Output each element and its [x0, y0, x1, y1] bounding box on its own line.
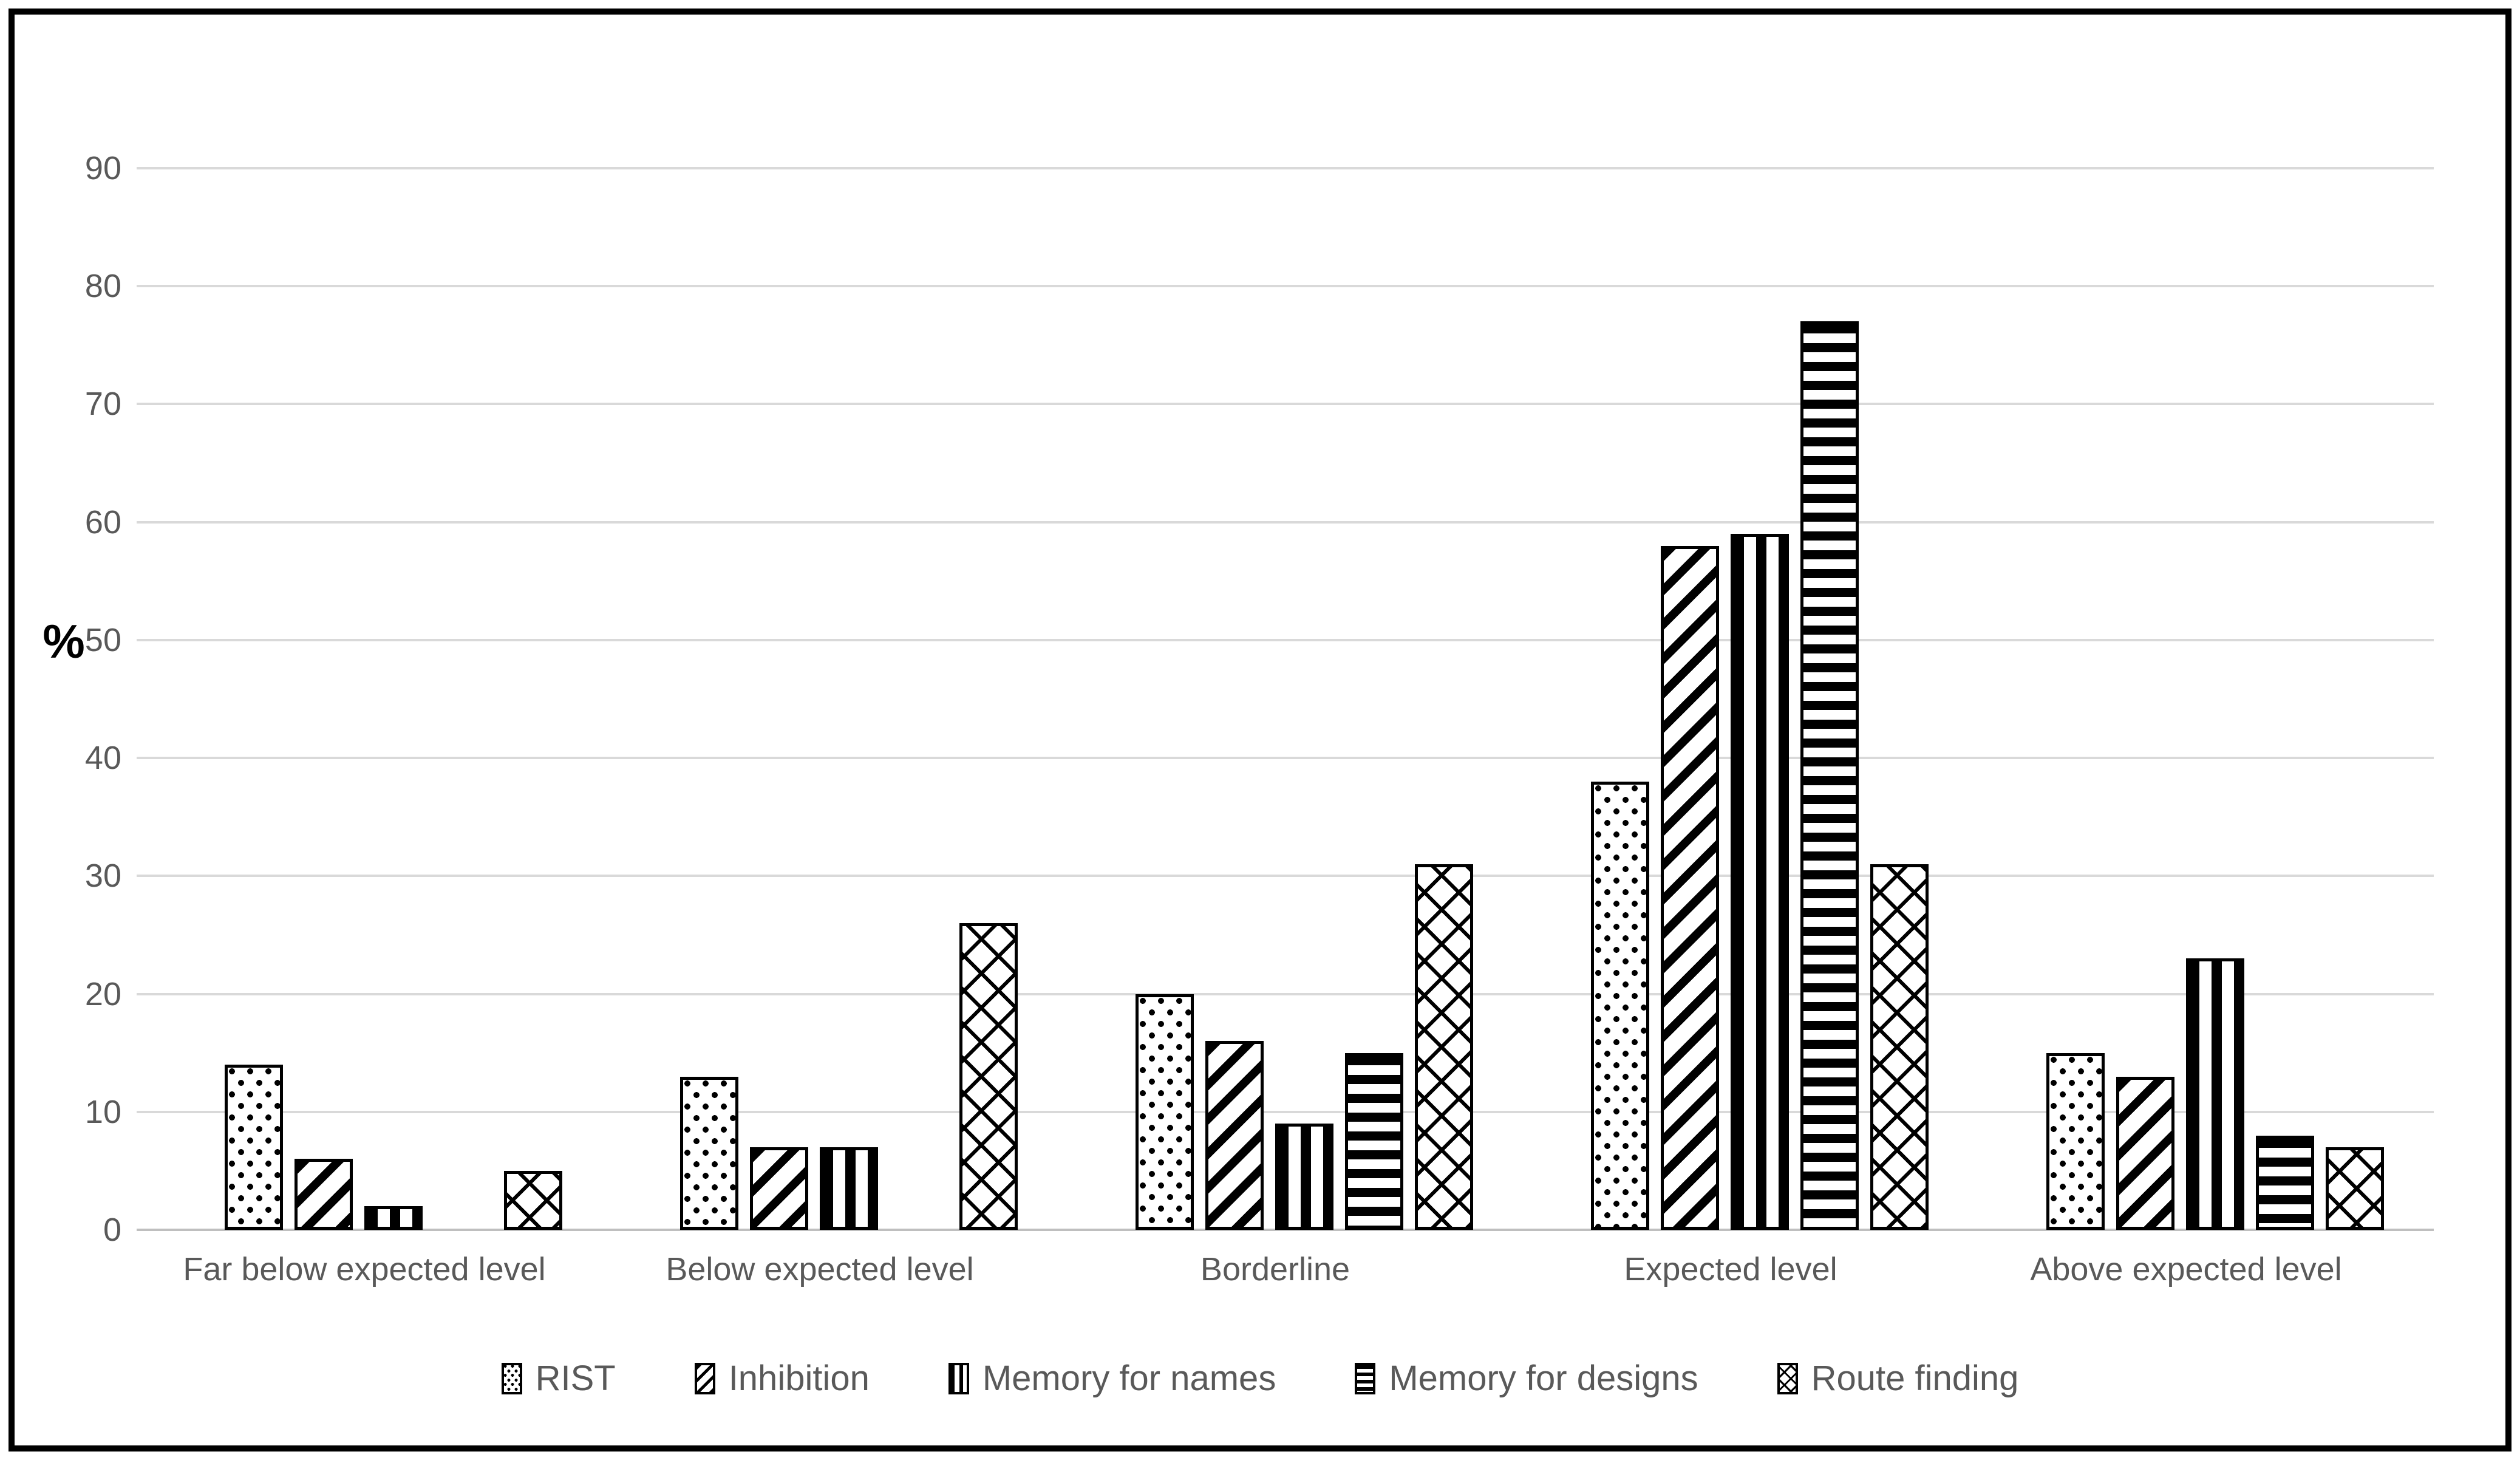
- legend-item-inhibition: Inhibition: [694, 1359, 870, 1399]
- gridline-20: [137, 992, 2434, 995]
- bar-inhibition-below-expected-level: [750, 1147, 808, 1230]
- gridline-60: [137, 520, 2434, 524]
- bar-memory-for-names-borderline: [1275, 1124, 1333, 1230]
- y-tick-label-20: 20: [84, 975, 121, 1012]
- bar-rist-below-expected-level: [680, 1077, 738, 1230]
- bar-inhibition-above-expected-level: [2116, 1077, 2174, 1230]
- bar-memory-for-designs-expected-level: [1800, 321, 1859, 1230]
- legend-label: Memory for designs: [1389, 1359, 1698, 1398]
- category-label-borderline: Borderline: [1200, 1251, 1350, 1288]
- legend-label: Memory for names: [982, 1359, 1276, 1398]
- bar-rist-expected-level: [1591, 782, 1649, 1230]
- bar-route-finding-far-below-expected-level: [504, 1171, 562, 1230]
- y-tick-label-60: 60: [84, 503, 121, 541]
- legend-item-rist: RIST: [501, 1359, 616, 1399]
- y-tick-label-50: 50: [84, 621, 121, 658]
- legend-label: Inhibition: [728, 1359, 870, 1398]
- legend-item-route-finding: Route finding: [1777, 1359, 2019, 1399]
- gridline-90: [137, 167, 2434, 169]
- bar-memory-for-names-far-below-expected-level: [364, 1206, 423, 1230]
- y-tick-label-10: 10: [84, 1093, 121, 1130]
- gridline-50: [137, 638, 2434, 641]
- legend-swatch-crosshatch-icon: [1777, 1363, 1798, 1394]
- figure-border: [9, 9, 2511, 1451]
- category-label-far-below-expected-level: Far below expected level: [183, 1251, 546, 1288]
- bar-memory-for-designs-borderline: [1345, 1053, 1403, 1230]
- legend-swatch-diagonal-icon: [694, 1363, 715, 1394]
- legend-swatch-dots-icon: [501, 1363, 522, 1394]
- bar-rist-above-expected-level: [2046, 1053, 2105, 1230]
- legend: RIST Inhibition Memory for names Memory for…: [0, 1357, 2520, 1400]
- category-label-expected-level: Expected level: [1624, 1251, 1837, 1288]
- bar-rist-borderline: [1136, 994, 1194, 1230]
- bar-inhibition-far-below-expected-level: [295, 1159, 353, 1230]
- y-tick-label-90: 90: [84, 150, 121, 186]
- gridline-30: [137, 875, 2434, 878]
- y-axis-title: %: [43, 615, 85, 668]
- category-label-below-expected-level: Below expected level: [666, 1251, 974, 1288]
- gridline-70: [137, 403, 2434, 406]
- bar-route-finding-expected-level: [1870, 864, 1929, 1230]
- y-tick-label-30: 30: [84, 858, 121, 895]
- y-tick-label-80: 80: [84, 268, 121, 305]
- y-tick-label-70: 70: [84, 386, 121, 423]
- gridline-10: [137, 1110, 2434, 1113]
- legend-item-memory-for-designs: Memory for designs: [1355, 1359, 1698, 1399]
- bar-inhibition-borderline: [1205, 1041, 1264, 1230]
- legend-item-memory-for-names: Memory for names: [948, 1359, 1276, 1399]
- gridline-80: [137, 285, 2434, 288]
- bar-memory-for-names-above-expected-level: [2186, 958, 2244, 1230]
- category-label-above-expected-level: Above expected level: [2030, 1251, 2342, 1288]
- bar-route-finding-below-expected-level: [959, 923, 1018, 1230]
- gridline-40: [137, 757, 2434, 760]
- legend-swatch-horizontal-icon: [1355, 1363, 1376, 1394]
- bar-memory-for-names-below-expected-level: [820, 1147, 878, 1230]
- bar-rist-far-below-expected-level: [225, 1065, 283, 1230]
- legend-label: RIST: [535, 1359, 616, 1398]
- bar-route-finding-borderline: [1415, 864, 1473, 1230]
- bar-memory-for-designs-above-expected-level: [2256, 1136, 2314, 1230]
- legend-swatch-vertical-icon: [948, 1363, 969, 1394]
- y-tick-label-40: 40: [84, 740, 121, 777]
- x-axis-line: [137, 1229, 2434, 1231]
- bar-memory-for-names-expected-level: [1731, 534, 1789, 1230]
- y-tick-label-0: 0: [103, 1212, 121, 1248]
- bar-inhibition-expected-level: [1661, 546, 1719, 1230]
- bar-route-finding-above-expected-level: [2326, 1147, 2384, 1230]
- legend-label: Route finding: [1811, 1359, 2019, 1398]
